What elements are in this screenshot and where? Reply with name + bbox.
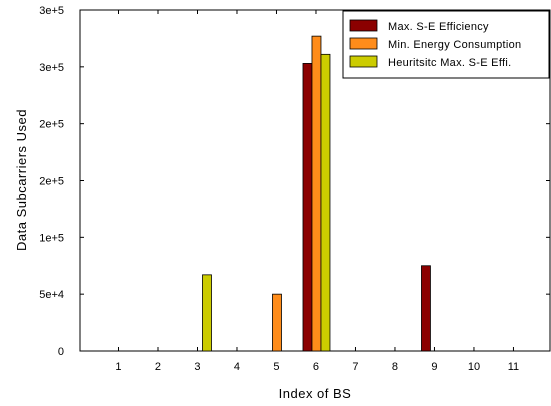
y-tick-label: 0 [58, 346, 64, 358]
y-tick-label: 3e+5 [39, 62, 64, 74]
x-tick-label: 8 [392, 361, 398, 373]
x-tick-label: 4 [234, 361, 240, 373]
x-tick-label: 9 [431, 361, 437, 373]
bar-min-energy-consumption-bs-5 [272, 293, 282, 352]
legend-label-heuristic: Heuritsitc Max. S-E Effi. [388, 57, 511, 69]
x-tick-label: 2 [155, 361, 161, 373]
x-axis-title: Index of BS [279, 386, 352, 401]
legend-swatch-min-energy [349, 37, 378, 50]
bar-heuritsitc-max-s-e-effi-bs-6 [320, 53, 331, 352]
y-tick-label: 2e+5 [39, 119, 64, 131]
legend-swatch-max-se [349, 19, 378, 32]
x-tick-label: 7 [352, 361, 358, 373]
y-axis-title: Data Subcarriers Used [14, 109, 29, 251]
y-tick-label: 5e+4 [39, 289, 64, 301]
bar-heuritsitc-max-s-e-effi-bs-3 [202, 274, 212, 352]
x-axis-ticks: 1 2 3 4 5 6 7 8 9 10 11 [115, 10, 519, 373]
legend: Max. S-E Efficiency Min. Energy Consumpt… [342, 10, 550, 79]
x-tick-label: 6 [313, 361, 319, 373]
y-tick-label: 1e+5 [39, 232, 64, 244]
bar-series [202, 35, 431, 352]
legend-swatch-heuristic [349, 55, 378, 68]
legend-label-max-se: Max. S-E Efficiency [388, 21, 489, 33]
x-tick-label: 10 [468, 361, 480, 373]
y-tick-label: 2e+5 [39, 176, 64, 188]
x-tick-label: 5 [273, 361, 279, 373]
x-tick-label: 1 [115, 361, 121, 373]
x-tick-label: 3 [194, 361, 200, 373]
x-tick-label: 11 [508, 361, 519, 373]
y-axis-ticks: 0 5e+4 1e+5 2e+5 2e+5 3e+5 3e+5 [39, 5, 550, 358]
bar-min-energy-consumption-bs-6 [311, 35, 322, 352]
bar-max-s-e-efficiency-bs-9 [421, 265, 431, 352]
legend-label-min-energy: Min. Energy Consumption [388, 39, 521, 51]
bar-max-s-e-efficiency-bs-6 [302, 63, 313, 352]
y-tick-label: 3e+5 [39, 5, 64, 17]
